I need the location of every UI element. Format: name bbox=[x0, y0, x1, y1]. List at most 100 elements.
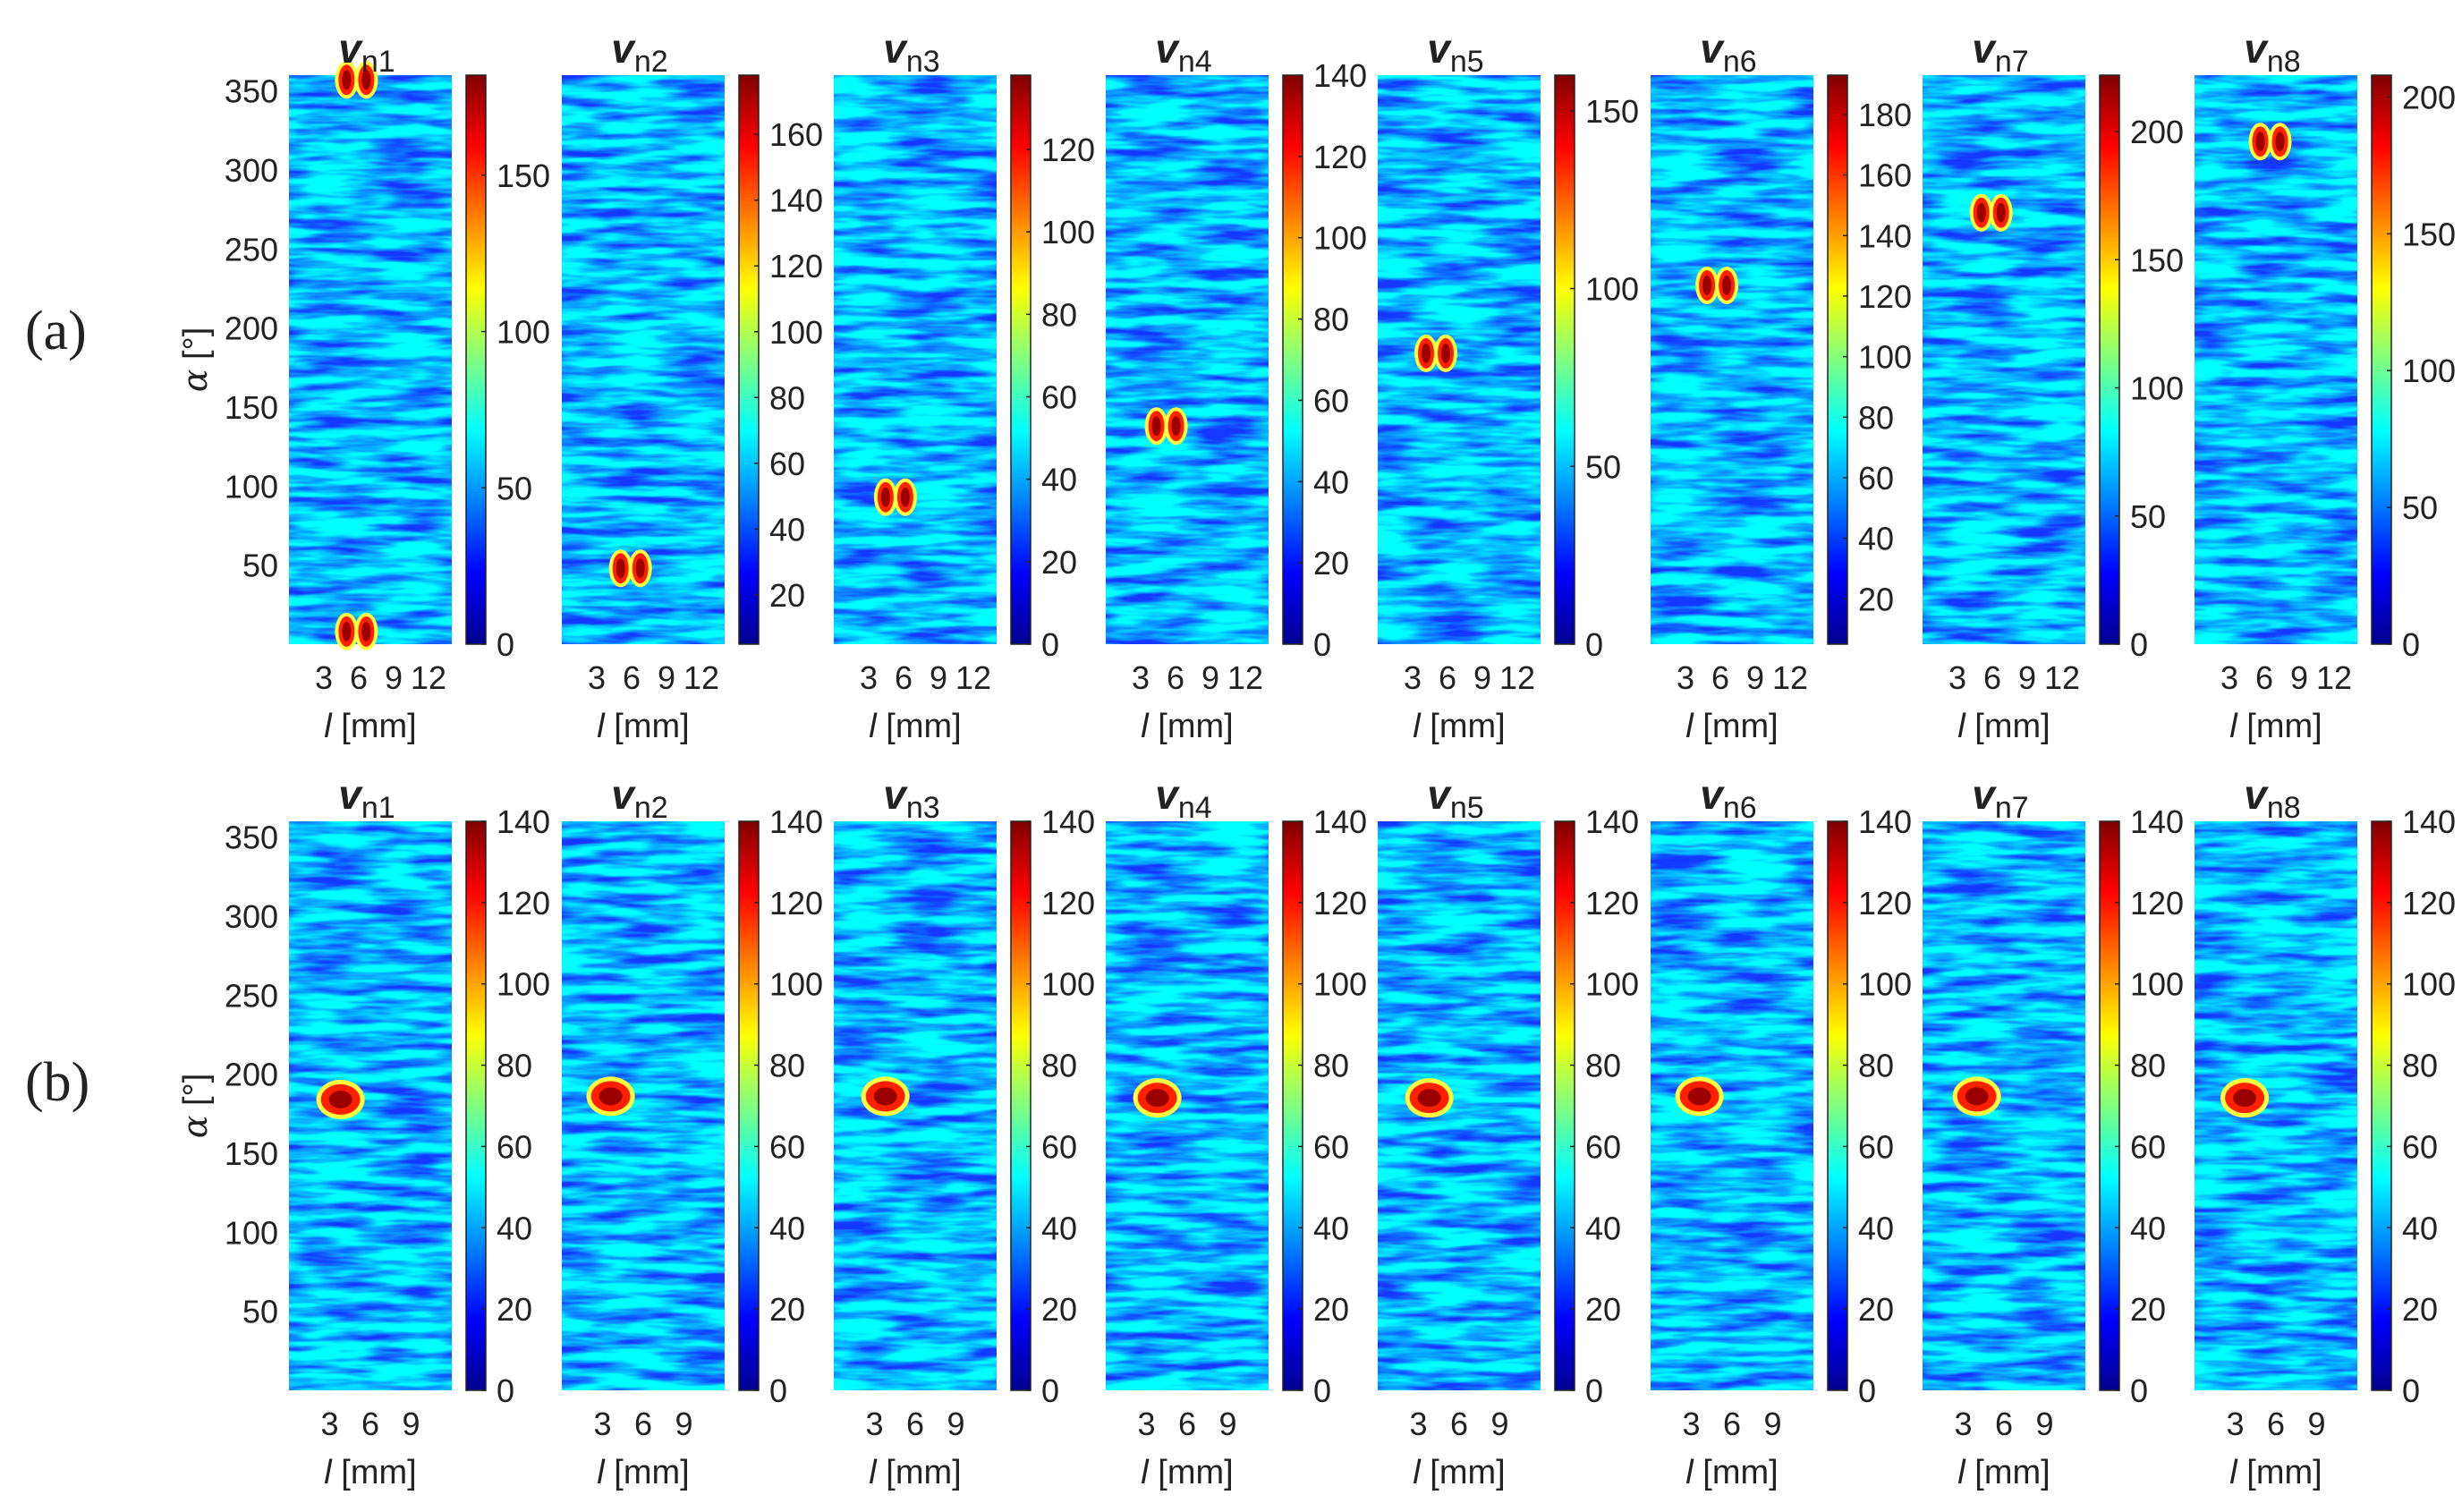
row-label-b: (b) bbox=[25, 1052, 90, 1113]
row-b-panel-2-xtick-label: 9 bbox=[675, 1406, 692, 1442]
row-a-panel-1-xlabel: l [mm] bbox=[324, 708, 416, 745]
row-b-panel-1-colorbar bbox=[465, 820, 487, 1391]
row-a-panel-5-title-main: v bbox=[1427, 25, 1452, 72]
row-a-panel-8-colorbar-tick-label: 100 bbox=[2402, 353, 2456, 389]
row-b-panel-6-title-sub: n6 bbox=[1723, 791, 1757, 825]
row-a-panel-4: vn4 3 6 9 12 l [mm] 0 20 40 60 80 100 120 140 bbox=[1106, 25, 1367, 745]
row-b-panel-6-colorbar bbox=[1827, 820, 1848, 1391]
row-a-panel-5-xtick-label: 6 bbox=[1439, 659, 1456, 696]
row-a-panel-5-title-sub: n5 bbox=[1450, 45, 1484, 79]
row-b-panel-7: vn7 3 6 9 l [mm] 0 20 40 60 80 100 120 140 bbox=[1923, 771, 2184, 1491]
row-b-panel-5-colorbar-tick-label: 60 bbox=[1585, 1128, 1621, 1165]
row-a-panel-7-colorbar-tick-label: 200 bbox=[2130, 114, 2184, 150]
row-b-panel-3-hotspot bbox=[861, 1076, 910, 1117]
row-b-panel-6-colorbar-tick-label: 100 bbox=[1858, 966, 1912, 1003]
row-a-panel-8-colorbar-tick-label: 50 bbox=[2402, 489, 2438, 526]
row-b-panel-8-colorbar bbox=[2371, 820, 2392, 1391]
row-a-panel-7-colorbar-tick-label: 0 bbox=[2130, 626, 2148, 663]
row-a-panel-7-xlabel: l [mm] bbox=[1957, 708, 2050, 745]
row-b-panel-1-colorbar-tick-label: 60 bbox=[497, 1128, 532, 1165]
row-b-panel-2-colorbar-tick-label: 140 bbox=[769, 803, 823, 840]
row-a-panel-2-heatmap-texture bbox=[562, 75, 725, 644]
row-a-panel-4-title-main: v bbox=[1155, 25, 1180, 72]
row-b-panel-7-xlabel-var: l bbox=[1957, 1454, 1966, 1491]
row-b-panel-4-title: vn4 bbox=[1155, 771, 1211, 825]
row-a-panel-6-colorbar-tick-label: 40 bbox=[1858, 521, 1894, 557]
row-a-panel-7-title-main: v bbox=[1972, 25, 1997, 72]
row-b-panel-4-colorbar-tick-label: 40 bbox=[1313, 1210, 1349, 1246]
row-a-panel-8-title-main: v bbox=[2244, 25, 2269, 72]
row-a-panel-5-colorbar bbox=[1554, 74, 1575, 645]
row-b-panel-6-colorbar-tick-label: 80 bbox=[1858, 1048, 1894, 1084]
row-b-panel-8-colorbar-tick-label: 120 bbox=[2402, 885, 2456, 922]
row-b-panel-4-colorbar-tick-label: 20 bbox=[1313, 1291, 1349, 1328]
row-b-panel-5: vn5 3 6 9 l [mm] 0 20 40 60 80 100 120 140 bbox=[1378, 771, 1639, 1491]
row-b-panel-1-ytick-label: 100 bbox=[225, 1214, 278, 1251]
row-b-panel-7-xtick-label: 6 bbox=[1995, 1406, 2013, 1442]
row-b-panel-3-xlabel: l [mm] bbox=[869, 1454, 961, 1491]
row-b-panel-5-colorbar-tick-label: 0 bbox=[1585, 1372, 1603, 1409]
row-b-panel-1-ylabel: α [°] bbox=[175, 1074, 215, 1139]
row-b-panel-3-colorbar bbox=[1010, 820, 1031, 1391]
row-a-panel-6-xlabel-unit: [mm] bbox=[1694, 708, 1779, 745]
row-b-panel-3-hotspot-peak bbox=[873, 1087, 897, 1106]
row-b-panel-7-title-sub: n7 bbox=[1995, 791, 2029, 825]
row-a-panel-6-colorbar-tick-label: 60 bbox=[1858, 460, 1894, 497]
row-a-panel-4-hotspot-peak bbox=[1171, 416, 1181, 437]
row-a-panel-2-xlabel: l [mm] bbox=[597, 708, 689, 745]
row-a-panel-7: vn7 3 6 9 12 l [mm] 0 50 100 150 200 bbox=[1923, 25, 2184, 745]
row-b-panel-3: vn3 3 6 9 l [mm] 0 20 40 60 80 100 120 140 bbox=[834, 771, 1095, 1491]
row-a-panel-3-heatmap-texture bbox=[834, 75, 997, 644]
row-b-panel-6-colorbar-tick-label: 140 bbox=[1858, 803, 1912, 840]
row-b-panel-1-colorbar-tick-label: 100 bbox=[497, 966, 550, 1003]
row-b-panel-5-colorbar-tick-label: 140 bbox=[1585, 803, 1639, 840]
row-b-panel-7-colorbar-tick-label: 80 bbox=[2130, 1048, 2166, 1084]
row-a-panel-1-ylabel: α [°] bbox=[175, 327, 215, 393]
row-b-panel-1-colorbar-tick-label: 80 bbox=[497, 1048, 532, 1084]
row-a-panel-1-ytick-label: 350 bbox=[225, 73, 278, 110]
row-b-panel-4-colorbar-tick-label: 100 bbox=[1313, 966, 1367, 1003]
row-b-panel-1-xtick-label: 9 bbox=[402, 1406, 420, 1442]
row-a-panel-1-ylabel-unit: [°] bbox=[177, 327, 215, 370]
row-a-panel-6-colorbar-tick-label: 100 bbox=[1858, 339, 1912, 376]
row-a-panel-1-colorbar-tick-label: 0 bbox=[497, 626, 514, 663]
row-a-panel-2-title-main: v bbox=[611, 25, 636, 72]
row-b-panel-2-hotspot-peak bbox=[599, 1087, 623, 1106]
row-b-panel-3-colorbar-tick-label: 0 bbox=[1041, 1372, 1059, 1409]
row-b-panel-3-title-main: v bbox=[883, 771, 908, 818]
row-a-panel-4-colorbar bbox=[1282, 74, 1303, 645]
row-b-panel-2-title-sub: n2 bbox=[634, 791, 668, 825]
row-a-panel-4-colorbar-tick-label: 120 bbox=[1313, 139, 1367, 175]
row-b-panel-7-xlabel: l [mm] bbox=[1957, 1454, 2050, 1491]
row-b-panel-5-xlabel-var: l bbox=[1413, 1454, 1422, 1491]
row-a-panel-4-colorbar-tick-label: 20 bbox=[1313, 545, 1349, 582]
row-a-panel-7-hotspot-peak bbox=[1976, 202, 1986, 223]
row-a-panel-1-hotspot bbox=[335, 61, 378, 99]
row-a-panel-7-xtick-label: 9 bbox=[2018, 659, 2036, 696]
row-a-panel-1-title: vn1 bbox=[338, 25, 395, 79]
row-a-panel-2-hotspot-peak bbox=[616, 558, 625, 579]
row-b-panel-3-xlabel-unit: [mm] bbox=[877, 1454, 962, 1491]
row-b-panel-4-colorbar-tick-label: 60 bbox=[1313, 1128, 1349, 1165]
row-b-panel-1-colorbar-tick-label: 20 bbox=[497, 1291, 532, 1328]
row-a-panel-8-title-sub: n8 bbox=[2267, 45, 2301, 79]
row-a-panel-2-title-sub: n2 bbox=[634, 45, 668, 79]
row-b-panel-8-heatmap-texture bbox=[2195, 821, 2357, 1390]
row-b-panel-8-colorbar-tick-label: 80 bbox=[2402, 1048, 2438, 1084]
row-a-panel-2: vn2 3 6 9 12 l [mm] 20 40 60 80 100 120 140 160 bbox=[562, 25, 823, 745]
row-a-panel-2-colorbar bbox=[738, 74, 760, 645]
row-a-panel-5: vn5 3 6 9 12 l [mm] 0 50 100 150 bbox=[1378, 25, 1639, 745]
row-a-panel-3-title: vn3 bbox=[883, 25, 939, 79]
row-b-panel-4-xlabel-unit: [mm] bbox=[1149, 1454, 1234, 1491]
row-b-panel-3-colorbar-tick-label: 120 bbox=[1041, 885, 1095, 922]
row-a-panel-7-colorbar bbox=[2099, 74, 2120, 645]
row-b-panel-3-colorbar-tick-label: 20 bbox=[1041, 1291, 1077, 1328]
row-b-panel-1: vn1 3 6 9 l [mm] 50 100 150 200 250 300 350 α [°] 0 20… bbox=[175, 771, 550, 1491]
row-b-panel-2-colorbar-tick-label: 60 bbox=[769, 1128, 805, 1165]
row-a-panel-1-xlabel-var: l bbox=[324, 708, 333, 745]
row-a-panel-4-colorbar-tick-label: 80 bbox=[1313, 302, 1349, 338]
row-b-panel-1-xtick-label: 6 bbox=[361, 1406, 379, 1442]
row-b-panel-4-title-sub: n4 bbox=[1178, 791, 1212, 825]
row-a-panel-5-colorbar-tick-label: 50 bbox=[1585, 448, 1621, 485]
row-b-panel-7-colorbar-tick-label: 120 bbox=[2130, 885, 2184, 922]
